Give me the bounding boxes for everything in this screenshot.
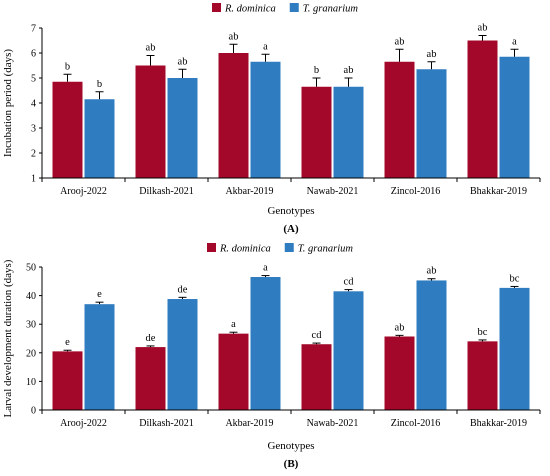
legend-swatch — [212, 3, 221, 12]
bar-r-dominica — [52, 351, 83, 410]
significance-letter: b — [314, 65, 319, 76]
significance-letter: e — [97, 289, 102, 300]
legend-label: T. granarium — [298, 244, 354, 255]
bar-r-dominica — [218, 53, 249, 178]
bar-r-dominica — [52, 81, 83, 178]
bar-t-granarium — [167, 78, 198, 178]
bar-t-granarium — [84, 99, 115, 178]
bar-t-granarium — [499, 287, 530, 410]
significance-letter: bc — [510, 273, 520, 284]
significance-letter: a — [512, 36, 517, 47]
significance-letter: e — [65, 337, 70, 348]
bar-t-granarium — [167, 299, 198, 410]
legend-swatch — [289, 3, 299, 12]
legend-label: R. dominica — [219, 244, 271, 255]
significance-letter: de — [146, 333, 156, 344]
significance-letter: ab — [146, 43, 156, 54]
bar-r-dominica — [301, 344, 332, 410]
significance-letter: ab — [427, 266, 437, 277]
y-axis-title: Larval development duration (days) — [2, 259, 14, 417]
y-tick-label: 40 — [26, 291, 36, 302]
significance-letter: cd — [344, 277, 355, 288]
y-tick-label: 6 — [31, 49, 36, 60]
bar-t-granarium — [250, 61, 281, 178]
significance-letter: a — [263, 41, 268, 52]
legend: R. dominica T. granarium — [212, 3, 358, 15]
significance-letter: ab — [178, 56, 188, 67]
significance-letter: ab — [344, 65, 354, 76]
bar-r-dominica — [135, 65, 166, 178]
bar-r-dominica — [301, 86, 332, 178]
significance-letter: a — [263, 263, 268, 274]
bar-t-granarium — [84, 304, 115, 410]
bar-r-dominica — [467, 40, 498, 178]
bar-r-dominica — [135, 347, 166, 410]
y-tick-label: 30 — [26, 320, 36, 331]
bar-r-dominica — [467, 341, 498, 410]
panel-label: (B) — [284, 458, 299, 470]
legend-label: R. dominica — [224, 4, 276, 15]
chart-panel-b: 0 10 20 30 40 50 e de a cd ab bc e de a cd ab bc Arooj-202… — [2, 243, 541, 470]
panel-label: (A) — [283, 223, 299, 235]
x-tick-label: Bhakkar-2019 — [470, 186, 527, 197]
y-tick-label: 7 — [31, 24, 36, 35]
chart-panel-a: 1 2 3 4 5 6 7 b ab ab b ab ab b ab a ab ab a Arooj-2022 Dilk… — [2, 3, 541, 235]
x-axis-title: Genotypes — [267, 440, 314, 452]
y-tick-label: 5 — [31, 74, 36, 85]
bar-r-dominica — [384, 336, 415, 410]
significance-letter: ab — [427, 49, 437, 60]
significance-letter: ab — [395, 322, 405, 333]
x-tick-label: Zincol-2016 — [391, 186, 440, 197]
significance-letter: b — [97, 79, 102, 90]
bar-t-granarium — [499, 56, 530, 178]
x-tick-label: Dilkash-2021 — [139, 418, 193, 429]
legend-label: T. granarium — [303, 4, 359, 15]
bar-r-dominica — [384, 61, 415, 178]
bar-t-granarium — [416, 69, 447, 178]
x-tick-label: Akbar-2019 — [225, 186, 273, 197]
bar-t-granarium — [250, 277, 281, 410]
legend-swatch — [207, 243, 216, 252]
significance-letter: bc — [478, 327, 488, 338]
bar-t-granarium — [416, 280, 447, 410]
legend-swatch — [284, 243, 294, 252]
y-tick-label: 4 — [31, 99, 36, 110]
x-tick-label: Akbar-2019 — [225, 418, 273, 429]
significance-letter: ab — [229, 31, 239, 42]
y-tick-label: 10 — [26, 377, 36, 388]
significance-letter: a — [231, 319, 236, 330]
significance-letter: ab — [395, 36, 405, 47]
x-tick-label: Nawab-2021 — [307, 186, 359, 197]
x-tick-label: Arooj-2022 — [60, 418, 107, 429]
bar-t-granarium — [333, 291, 364, 410]
y-tick-label: 20 — [26, 348, 36, 359]
bar-r-dominica — [218, 333, 249, 410]
y-tick-label: 3 — [31, 124, 36, 135]
significance-letter: ab — [478, 23, 488, 34]
x-tick-label: Nawab-2021 — [307, 418, 359, 429]
y-axis-title: Incubation period (days) — [2, 49, 14, 157]
significance-letter: b — [65, 61, 70, 72]
y-tick-label: 1 — [31, 174, 36, 185]
bar-t-granarium — [333, 86, 364, 178]
y-tick-label: 0 — [31, 406, 36, 417]
significance-letter: de — [178, 284, 188, 295]
significance-letter: cd — [312, 330, 323, 341]
x-tick-label: Arooj-2022 — [60, 186, 107, 197]
legend: R. dominica T. granarium — [207, 243, 353, 255]
x-tick-label: Zincol-2016 — [391, 418, 440, 429]
y-tick-label: 50 — [26, 263, 36, 274]
x-axis-title: Genotypes — [267, 205, 314, 217]
x-tick-label: Dilkash-2021 — [139, 186, 193, 197]
x-tick-label: Bhakkar-2019 — [470, 418, 527, 429]
y-tick-label: 2 — [31, 149, 36, 160]
